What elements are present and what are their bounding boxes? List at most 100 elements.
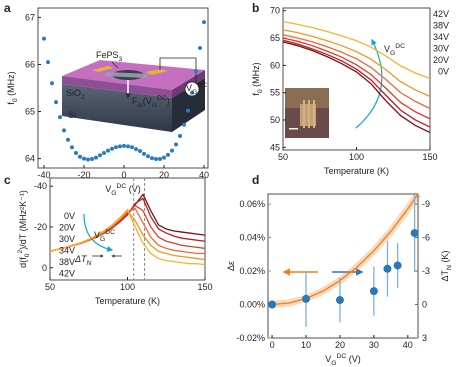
panel-label: c xyxy=(4,173,11,187)
legend-entry: 30V xyxy=(59,234,75,244)
data-point xyxy=(78,154,82,159)
label-part: ) xyxy=(167,96,170,106)
data-point xyxy=(122,143,126,148)
y-tick-label: 0.02% xyxy=(239,266,265,276)
label-part: (K) xyxy=(440,251,450,266)
label-part: f xyxy=(251,93,261,96)
x-tick-label: 150 xyxy=(422,152,437,162)
data-point xyxy=(178,134,182,138)
data-line xyxy=(272,193,419,306)
data-point xyxy=(194,69,198,74)
data-point xyxy=(70,145,74,150)
data-point xyxy=(410,229,419,238)
data-point xyxy=(90,157,94,162)
data-point xyxy=(369,287,378,296)
y-tick-label: 60 xyxy=(270,60,280,70)
data-point xyxy=(54,100,58,105)
y-axis-label: Δε xyxy=(226,261,236,271)
label-part: V xyxy=(325,354,331,364)
legend-entry: 0V xyxy=(438,67,449,77)
x-tick-label: 0 xyxy=(121,170,126,180)
label-part: G xyxy=(100,236,105,243)
label-part: 3 xyxy=(119,56,123,63)
y-tick-label: 45 xyxy=(270,142,280,152)
data-point xyxy=(154,157,158,162)
legend-entry: 20V xyxy=(59,223,75,233)
label-part: DC xyxy=(197,82,207,89)
y-tick-label: -0.02% xyxy=(236,333,265,343)
label-part: (V xyxy=(143,96,152,106)
data-point xyxy=(146,154,150,159)
inset-label: FePS3 xyxy=(96,50,123,63)
label-part: (MHz) xyxy=(251,62,261,89)
data-point xyxy=(202,20,206,25)
label-part: )/dT (MHz²K⁻¹) xyxy=(18,190,28,250)
data-point xyxy=(126,144,130,149)
x-tick-label: 150 xyxy=(197,282,212,292)
device-photo xyxy=(285,88,329,138)
x-tick-label: -40 xyxy=(37,170,50,180)
data-point xyxy=(66,137,70,142)
data-point xyxy=(383,264,392,273)
panel-label: d xyxy=(252,173,259,187)
device-illustration xyxy=(62,57,205,132)
x-axis-label: VGDC (V) xyxy=(325,353,361,367)
data-line xyxy=(282,37,431,120)
legend-entry: 38V xyxy=(59,257,75,267)
data-point xyxy=(98,153,102,158)
uncertainty-band xyxy=(271,192,421,308)
x-tick-label: 40 xyxy=(403,340,413,350)
data-point xyxy=(142,151,146,156)
x-tick-label: -20 xyxy=(77,170,90,180)
data-point xyxy=(393,261,402,270)
x-tick-label: 30 xyxy=(369,340,379,350)
y-tick-label: 0 xyxy=(42,263,47,273)
y-axis-label: f0 (MHz) xyxy=(6,71,19,104)
data-point xyxy=(130,145,134,150)
label-part: SiO xyxy=(66,88,81,98)
y-tick-label: 66 xyxy=(25,59,35,69)
label-part: G xyxy=(390,50,395,57)
y2-tick-label: 0 xyxy=(422,300,427,310)
label-part: DC xyxy=(117,183,127,190)
legend-entry: 38V xyxy=(433,21,449,31)
data-line xyxy=(282,21,431,80)
label-part: ΔT xyxy=(74,254,88,264)
data-point xyxy=(190,90,194,95)
data-point xyxy=(42,36,46,41)
data-point xyxy=(102,150,106,155)
label-part: G xyxy=(152,102,157,109)
x-tick-label: 40 xyxy=(199,170,209,180)
data-point xyxy=(162,155,166,160)
label-part: G xyxy=(111,190,116,197)
label-part: G xyxy=(331,360,336,367)
y-tick-label: -20 xyxy=(34,222,47,232)
data-point xyxy=(335,296,344,305)
x-tick-label: 20 xyxy=(159,170,169,180)
data-point xyxy=(134,147,138,152)
data-line xyxy=(282,29,431,98)
data-point xyxy=(94,155,98,160)
label-part: V xyxy=(105,184,111,194)
label-part: N xyxy=(446,265,453,270)
data-point xyxy=(58,115,62,120)
label-part: DC xyxy=(395,43,405,50)
data-point xyxy=(74,150,78,155)
data-point xyxy=(166,152,170,157)
y2-axis-label: ΔTN (K) xyxy=(440,251,453,282)
data-point xyxy=(158,157,162,162)
data-point xyxy=(110,146,114,151)
legend-entry: 20V xyxy=(433,55,449,65)
x-tick-label: 10 xyxy=(301,340,311,350)
label-part: d(f xyxy=(18,257,28,268)
label-part: G xyxy=(192,89,197,96)
label-part: ΔT xyxy=(440,269,450,281)
data-point xyxy=(302,294,311,303)
label-part: V xyxy=(94,230,100,240)
data-line xyxy=(282,41,431,134)
inset-label: SiO2 xyxy=(66,88,85,101)
inset-label: Si xyxy=(68,110,76,120)
data-line xyxy=(49,208,206,266)
label-part: 2 xyxy=(81,94,85,101)
